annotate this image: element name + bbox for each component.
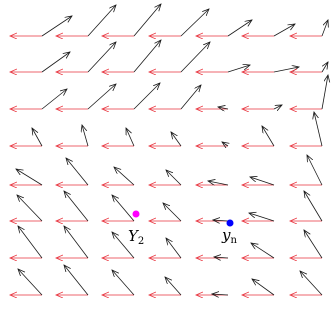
black-arrow-r3-c0 — [32, 128, 43, 147]
black-arrow-r5-c5 — [249, 213, 275, 222]
black-arrow-r3-c2 — [126, 128, 135, 147]
black-arrow-r0-c3 — [180, 9, 209, 37]
black-arrow-r1-c6 — [321, 62, 328, 73]
black-arrow-r2-c6 — [321, 75, 328, 110]
black-arrow-r5-c6 — [304, 191, 323, 222]
black-arrow-r2-c1 — [87, 84, 116, 110]
black-arrow-r1-c2 — [133, 40, 161, 73]
black-arrow-r4-c6 — [307, 155, 323, 186]
black-arrow-r3-c1 — [82, 125, 89, 147]
black-arrow-r5-c4 — [213, 220, 229, 221]
black-arrow-r4-c1 — [66, 158, 89, 186]
black-arrow-r2-c5 — [273, 105, 282, 109]
black-arrow-r2-c4 — [218, 107, 229, 109]
black-arrow-r0-c1 — [87, 5, 116, 37]
black-arrow-r3-c5 — [262, 126, 275, 147]
black-arrow-r3-c4 — [222, 142, 228, 146]
point-y2-dot — [132, 210, 140, 218]
black-arrow-r6-c3 — [166, 238, 182, 259]
black-arrow-r4-c4 — [208, 181, 229, 186]
black-arrow-r1-c0 — [41, 52, 70, 73]
black-arrow-r2-c2 — [133, 83, 160, 110]
black-arrow-r7-c5 — [252, 279, 275, 296]
black-arrow-r4-c3 — [166, 170, 182, 186]
black-arrow-r0-c5 — [273, 24, 295, 37]
black-arrow-r2-c0 — [41, 89, 67, 110]
black-arrow-r0-c0 — [41, 16, 72, 37]
black-arrow-r4-c0 — [16, 169, 43, 186]
black-arrow-r3-c3 — [171, 132, 182, 147]
black-arrow-r6-c1 — [64, 226, 89, 259]
black-arrow-r0-c4 — [227, 20, 252, 37]
black-arrow-r1-c1 — [87, 42, 116, 73]
black-arrow-r4-c5 — [250, 177, 275, 186]
arrow-field — [10, 4, 328, 295]
black-arrow-r6-c2 — [112, 232, 135, 259]
black-arrow-r4-c2 — [114, 167, 135, 186]
black-arrow-r1-c5 — [273, 67, 299, 73]
point-yn-label: yn — [221, 226, 237, 246]
black-arrow-r6-c5 — [251, 243, 275, 259]
black-arrow-r7-c4 — [212, 294, 229, 295]
black-arrow-r6-c0 — [18, 226, 43, 259]
black-arrow-r7-c0 — [18, 269, 43, 296]
black-arrow-r2-c3 — [180, 85, 201, 110]
point-yn: yn — [221, 219, 237, 246]
black-arrow-r7-c6 — [300, 271, 323, 296]
point-y2-label: Y2 — [128, 227, 144, 247]
black-arrow-r3-c6 — [314, 112, 323, 147]
black-arrow-r6-c4 — [214, 257, 229, 258]
black-arrow-r5-c3 — [163, 203, 182, 222]
point-y2: Y2 — [128, 210, 144, 247]
black-arrow-r0-c6 — [321, 20, 328, 37]
black-arrow-r1-c3 — [180, 42, 210, 73]
point-yn-dot — [226, 219, 234, 227]
black-arrow-r5-c0 — [17, 195, 43, 222]
black-arrow-r0-c2 — [133, 4, 161, 37]
black-arrow-r6-c6 — [304, 230, 323, 259]
black-arrow-r7-c2 — [112, 270, 135, 296]
black-arrow-r7-c1 — [64, 265, 89, 296]
black-arrow-r7-c3 — [165, 277, 182, 296]
black-arrow-r5-c1 — [64, 191, 89, 222]
black-arrow-r5-c2 — [112, 195, 135, 222]
black-arrow-r1-c4 — [227, 65, 250, 73]
